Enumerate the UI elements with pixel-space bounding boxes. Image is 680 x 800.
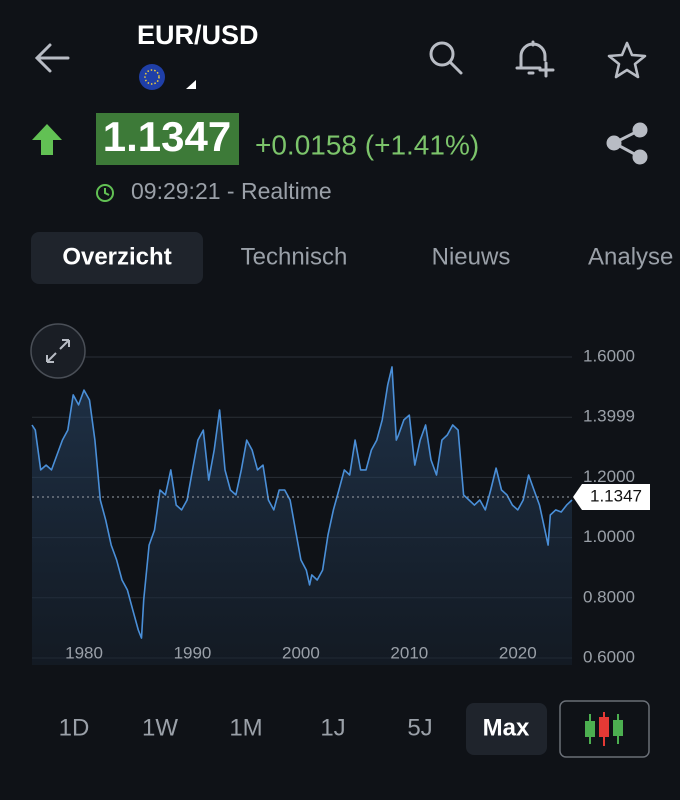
chart: 0.6000 0.8000 1.0000 1.2000 1.3999 1.6000 1980… bbox=[31, 346, 650, 666]
price-highlight bbox=[96, 113, 239, 165]
x-tick-label: 2000 bbox=[282, 643, 320, 662]
search-handle bbox=[448, 60, 463, 75]
y-tick-label: 1.3999 bbox=[583, 407, 635, 426]
eu-stars bbox=[144, 69, 160, 85]
alert-button[interactable] bbox=[515, 40, 555, 78]
area bbox=[32, 366, 572, 665]
share-node bbox=[632, 122, 648, 138]
up-arrow bbox=[32, 124, 62, 155]
range-button[interactable]: Max bbox=[483, 714, 530, 741]
price-change: +0.0158 (+1.41%) bbox=[255, 129, 479, 160]
tab[interactable]: Overzicht bbox=[62, 243, 171, 270]
active-range-bg bbox=[466, 703, 547, 755]
candlestick-icon bbox=[585, 712, 623, 746]
x-tick-label: 1990 bbox=[174, 643, 212, 662]
price-line bbox=[31, 366, 573, 639]
candle bbox=[585, 721, 595, 737]
candle bbox=[599, 717, 609, 737]
eu-flag bbox=[139, 64, 165, 90]
quote-time: 09:29:21 - Realtime bbox=[131, 178, 332, 204]
range-button[interactable]: 1W bbox=[142, 714, 178, 741]
tab[interactable]: Analyse bbox=[588, 243, 673, 270]
dropdown-indicator[interactable] bbox=[186, 80, 196, 89]
price: 1.1347 bbox=[103, 113, 231, 160]
last-price-tag bbox=[573, 484, 650, 511]
y-tick-label: 1.6000 bbox=[583, 346, 635, 365]
expand-icon bbox=[46, 339, 70, 363]
range-bar: 1D 1W 1M 1J 5J Max bbox=[59, 714, 530, 741]
bell-icon bbox=[515, 40, 547, 75]
page-title: EUR/USD bbox=[137, 20, 259, 50]
candle bbox=[613, 720, 623, 736]
range-button[interactable]: 1M bbox=[229, 714, 262, 741]
share-node bbox=[632, 149, 648, 165]
back-arrow bbox=[34, 43, 70, 73]
range-button[interactable]: 1D bbox=[59, 714, 90, 741]
plus-icon bbox=[538, 61, 555, 78]
tab[interactable]: Nieuws bbox=[432, 243, 511, 270]
favorite-button[interactable] bbox=[607, 41, 647, 79]
tab[interactable]: Technisch bbox=[241, 243, 348, 270]
clock-hands bbox=[104, 188, 110, 196]
search-button[interactable] bbox=[429, 41, 463, 75]
tab-bar: Overzicht Technisch Nieuws Analyse bbox=[62, 243, 673, 270]
y-tick-label: 0.6000 bbox=[583, 647, 635, 666]
last-price-label: 1.1347 bbox=[590, 487, 642, 506]
search-icon bbox=[429, 41, 455, 67]
share-node bbox=[606, 135, 622, 151]
range-button[interactable]: 5J bbox=[407, 714, 432, 741]
expand-button[interactable] bbox=[30, 323, 86, 379]
range-button[interactable]: 1J bbox=[320, 714, 345, 741]
chart-type-button[interactable] bbox=[559, 700, 650, 758]
x-tick-label: 1980 bbox=[65, 643, 103, 662]
x-tick-label: 2020 bbox=[499, 643, 537, 662]
share-button[interactable] bbox=[606, 122, 648, 165]
x-tick-label: 2010 bbox=[390, 643, 428, 662]
y-tick-label: 1.0000 bbox=[583, 527, 635, 546]
y-tick-label: 0.8000 bbox=[583, 587, 635, 606]
y-tick-label: 1.2000 bbox=[583, 467, 635, 486]
active-tab-bg bbox=[31, 232, 203, 284]
back-button[interactable] bbox=[34, 43, 70, 73]
clock-icon bbox=[96, 184, 114, 202]
